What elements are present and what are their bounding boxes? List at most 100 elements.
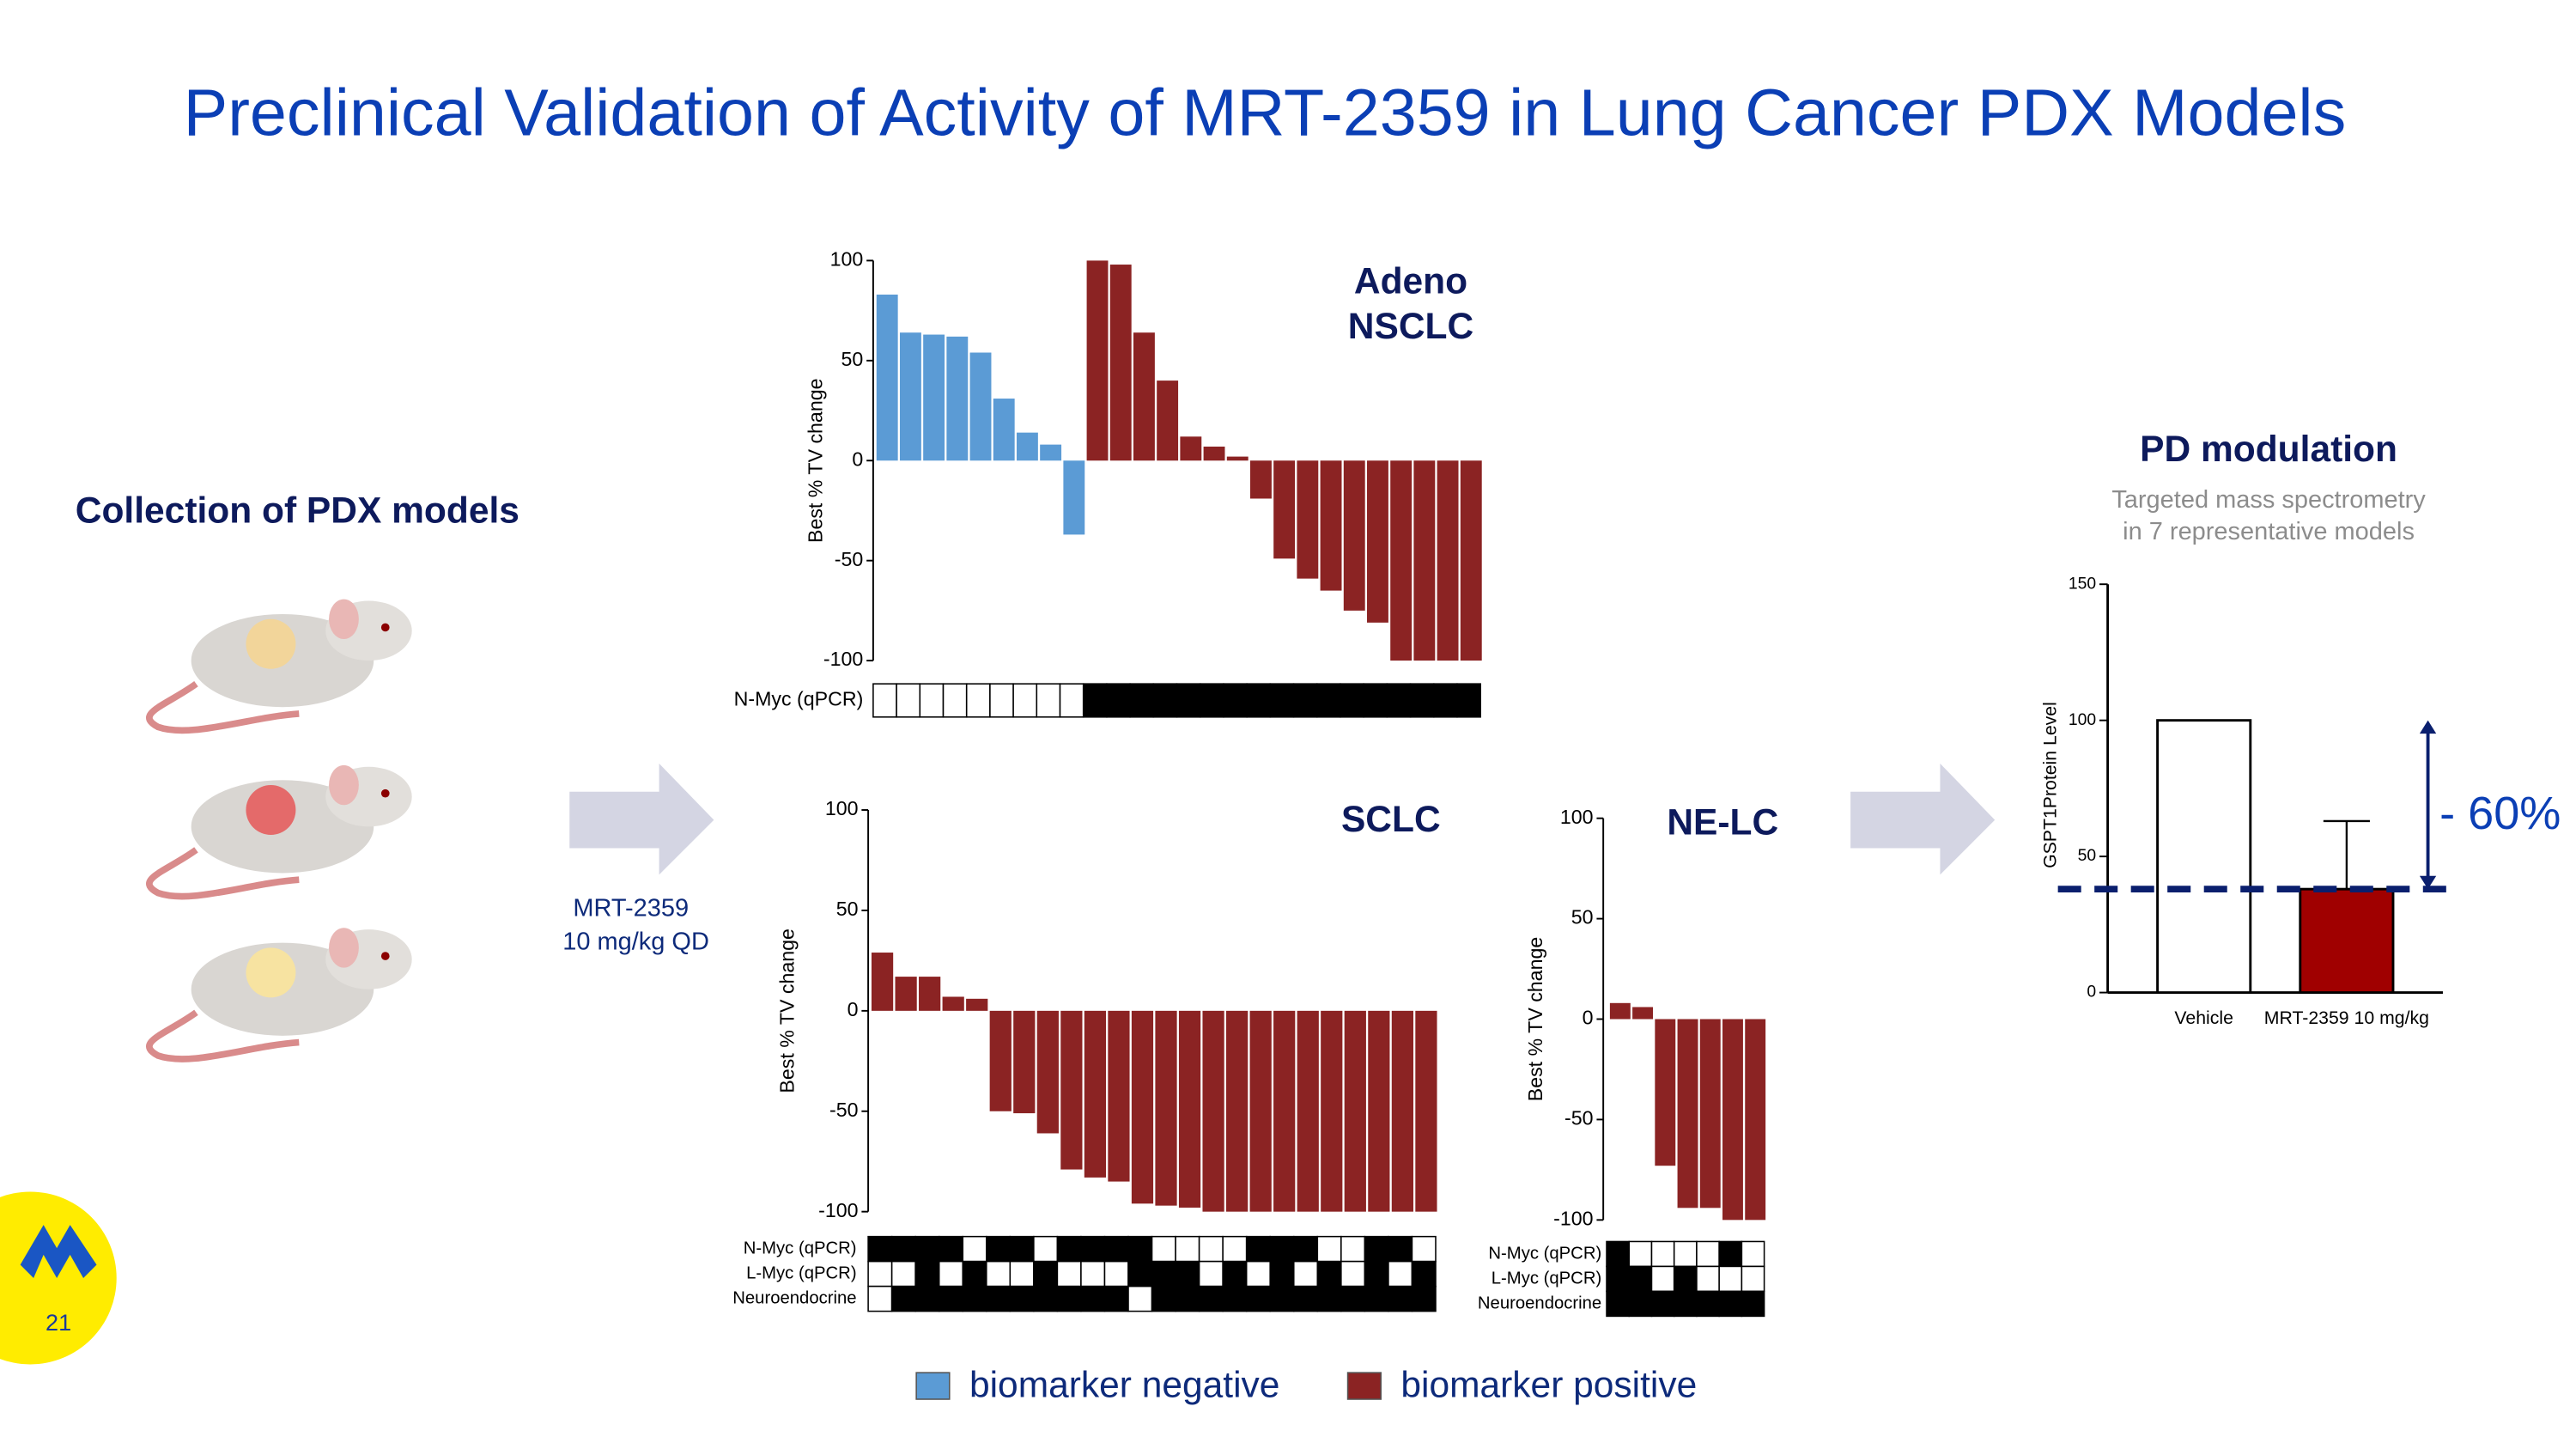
marker-cell <box>1673 1290 1698 1318</box>
y-axis-label: Best % TV change <box>1524 937 1546 1102</box>
marker-cell <box>1009 1260 1035 1288</box>
y-tick-label: 100 <box>830 248 864 271</box>
marker-cell <box>1176 683 1201 718</box>
marker-cell <box>1222 1285 1248 1312</box>
arrow <box>1850 763 1996 875</box>
bar <box>993 399 1015 461</box>
marker-cell <box>1152 683 1178 718</box>
bar <box>1226 1010 1249 1212</box>
marker-cell <box>919 683 945 718</box>
marker-cell <box>1718 1240 1743 1268</box>
y-tick-label: 50 <box>836 898 859 920</box>
page-badge <box>0 1191 117 1365</box>
y-tick-label: -100 <box>823 648 863 670</box>
marker-cell <box>938 1285 964 1312</box>
marker-cell <box>965 683 991 718</box>
arrow-head <box>2419 875 2437 890</box>
marker-cell <box>1409 683 1435 718</box>
marker-cell <box>1364 1260 1389 1288</box>
bar <box>1016 432 1038 461</box>
bar <box>1249 1010 1272 1212</box>
y-axis-label: Best % TV change <box>804 378 826 543</box>
bar <box>969 352 992 461</box>
marker-cell <box>1628 1240 1653 1268</box>
marker-cell <box>942 683 968 718</box>
marker-cell <box>1456 683 1481 718</box>
marker-cell <box>1269 1235 1295 1263</box>
marker-cell <box>1151 1285 1176 1312</box>
y-axis-label: GSPT1Protein Level <box>2040 702 2061 868</box>
bar <box>1437 460 1459 661</box>
marker-cell <box>1080 1285 1106 1312</box>
bar <box>1202 1010 1224 1212</box>
marker-cell <box>1650 1240 1675 1268</box>
marker-cell <box>1175 1285 1200 1312</box>
marker-cell <box>1364 1285 1389 1312</box>
marker-cell <box>986 1260 1012 1288</box>
marker-cell <box>989 683 1014 718</box>
bar <box>1321 1010 1343 1212</box>
bar <box>1180 436 1202 461</box>
bar <box>1745 1019 1766 1221</box>
marker-cell <box>1129 683 1155 718</box>
marker-cell <box>1269 1285 1295 1312</box>
marker-cell <box>1650 1265 1675 1293</box>
marker-cell <box>938 1260 964 1288</box>
bar <box>1390 460 1413 661</box>
y-tick-label: 0 <box>848 998 859 1020</box>
marker-cell <box>1245 1285 1271 1312</box>
marker-cell <box>1080 1235 1106 1263</box>
marker-cell <box>1316 1235 1342 1263</box>
bar <box>1060 1010 1083 1170</box>
bar <box>1086 260 1109 461</box>
bar <box>1391 1010 1413 1212</box>
marker-cell <box>1033 1285 1059 1312</box>
bar <box>942 996 964 1011</box>
bar <box>1320 460 1342 591</box>
bar <box>1133 332 1155 461</box>
marker-cell <box>1223 683 1248 718</box>
marker-cell <box>1718 1290 1743 1318</box>
bar <box>1203 446 1225 461</box>
y-tick-label: -50 <box>829 1099 859 1121</box>
marker-row-label: Neuroendocrine <box>1478 1294 1601 1312</box>
marker-cell <box>1175 1235 1200 1263</box>
marker-cell <box>1696 1240 1720 1268</box>
marker-cell <box>1628 1265 1653 1293</box>
bar <box>919 977 941 1011</box>
marker-cell <box>1222 1235 1248 1263</box>
marker-cell <box>1033 1235 1059 1263</box>
bar <box>895 977 917 1011</box>
marker-cell <box>1340 1285 1366 1312</box>
marker-cell <box>1386 683 1412 718</box>
marker-cell <box>1033 1260 1059 1288</box>
bar <box>1344 1010 1366 1212</box>
legend-swatch <box>915 1372 951 1400</box>
y-tick-label: 100 <box>825 797 859 819</box>
bar <box>1609 1002 1631 1020</box>
marker-cell <box>1388 1235 1413 1263</box>
marker-cell <box>867 1260 893 1288</box>
legend-swatch <box>1346 1372 1382 1400</box>
marker-cell <box>1198 1235 1224 1263</box>
bar <box>1036 1010 1059 1134</box>
marker-cell <box>986 1285 1012 1312</box>
bar <box>1131 1010 1154 1204</box>
y-tick-label: 0 <box>1583 1007 1594 1029</box>
marker-cell <box>867 1235 893 1263</box>
marker-cell <box>1696 1265 1720 1293</box>
marker-cell <box>1127 1235 1153 1263</box>
marker-cell <box>1340 1260 1366 1288</box>
bar <box>1632 1007 1654 1020</box>
marker-row-label: N-Myc (qPCR) <box>734 688 864 710</box>
arrow <box>569 763 714 875</box>
marker-cell <box>962 1260 987 1288</box>
marker-cell <box>1056 1235 1082 1263</box>
marker-cell <box>914 1285 940 1312</box>
marker-cell <box>1606 1240 1631 1268</box>
bar <box>1677 1019 1698 1209</box>
bar <box>1226 456 1249 461</box>
treatment-label: MRT-2359 <box>573 895 689 922</box>
bar <box>1415 1010 1437 1212</box>
